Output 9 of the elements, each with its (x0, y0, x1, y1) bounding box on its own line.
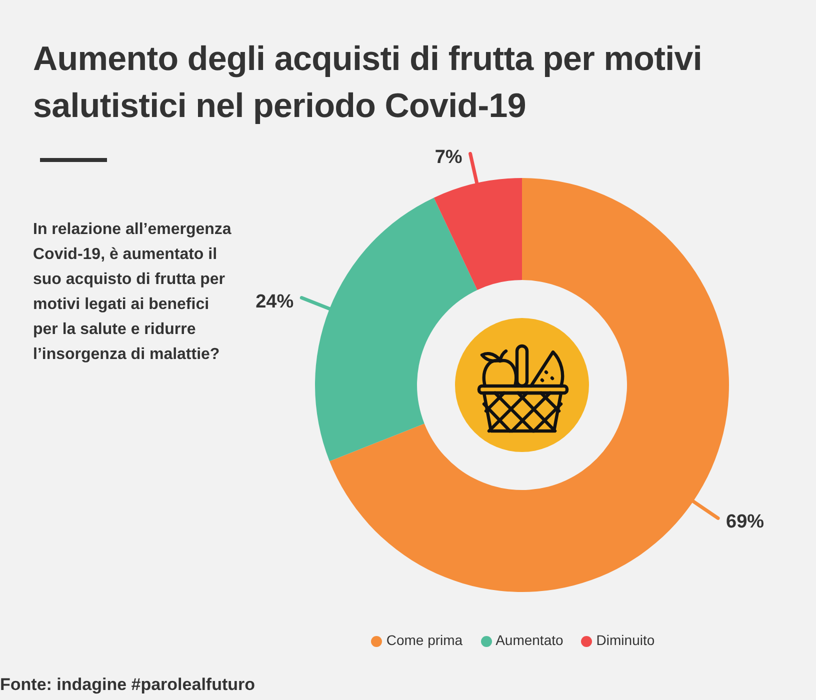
chart-title: Aumento degli acquisti di frutta per motivi salutistici nel periodo Covid-19 (33, 39, 704, 127)
data-label: 69% (726, 512, 764, 533)
text: In relazione all’emergenza Covid-19, è aumentato il suo acquisto di frutta per motivi legati ai benefici per la salute e ridurre l’insorgenza di malattie? (33, 220, 232, 365)
legend-label: Come prima (386, 632, 463, 648)
legend-label: Aumentato (496, 632, 564, 648)
data-label: 7% (434, 147, 462, 168)
legend-label: Diminuito (596, 632, 655, 648)
data-label: 24% (256, 291, 294, 312)
source-note: Fonte: indagine #parolealfuturo (0, 675, 256, 695)
